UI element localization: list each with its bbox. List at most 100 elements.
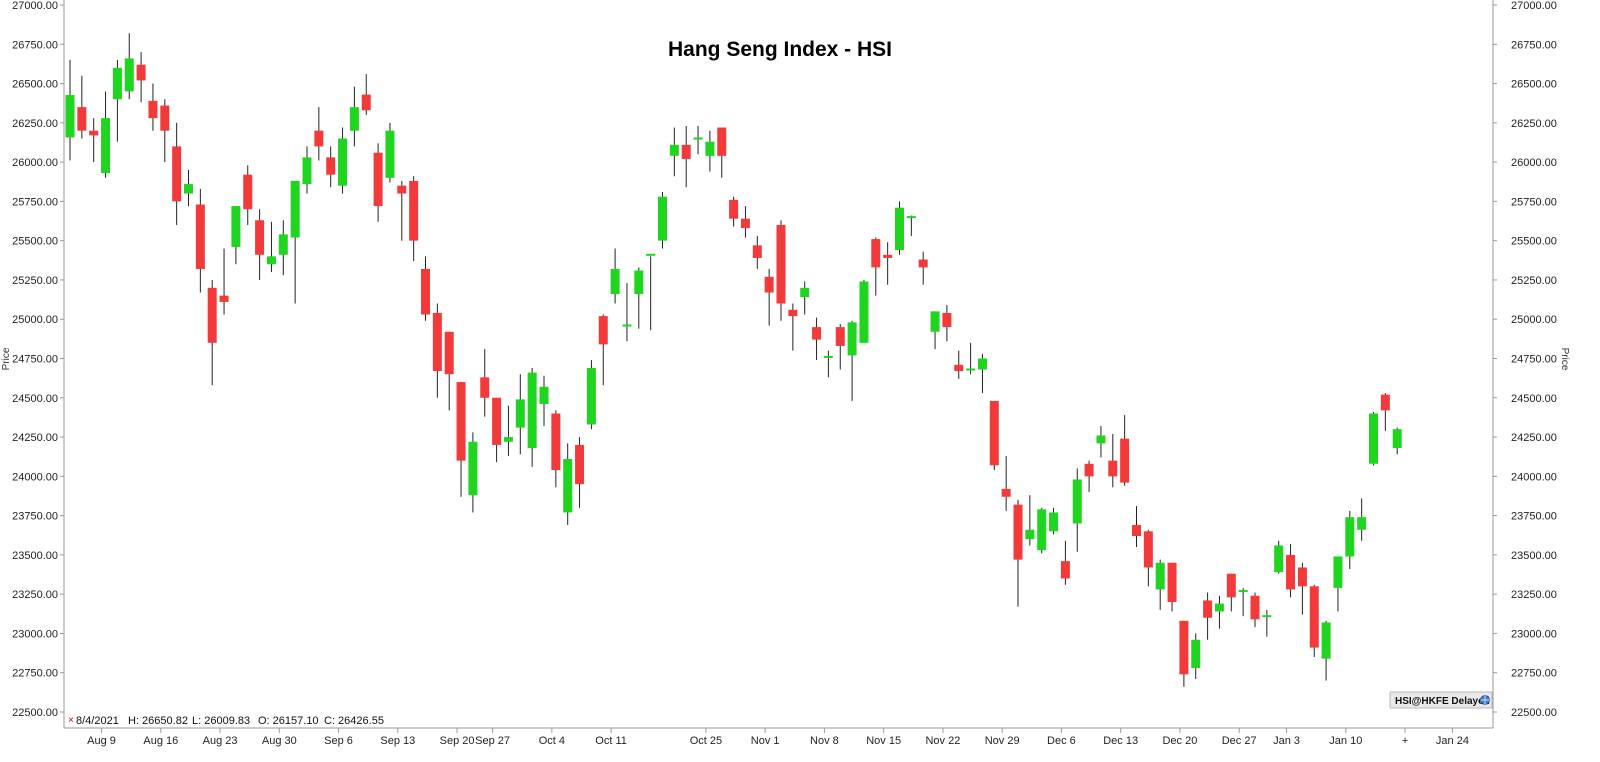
x-tick-label: Sep 13 xyxy=(380,735,415,747)
candle xyxy=(764,268,774,326)
candle xyxy=(101,91,111,178)
candle xyxy=(658,191,667,249)
candle xyxy=(812,317,822,361)
y-tick-label-left: 24000.00 xyxy=(12,471,58,483)
candle-body xyxy=(883,254,893,258)
candle-body xyxy=(1060,561,1070,579)
info-marker: × xyxy=(68,715,74,726)
candle-body xyxy=(361,94,371,111)
candle xyxy=(883,242,893,285)
candle xyxy=(1262,609,1272,637)
candle xyxy=(385,122,395,183)
candle-body xyxy=(764,276,774,293)
candle-body xyxy=(456,382,466,461)
candle xyxy=(1037,507,1047,554)
x-tick-label: Aug 30 xyxy=(262,735,297,747)
candle-body xyxy=(89,130,99,136)
candle xyxy=(1060,540,1070,585)
candle xyxy=(598,314,608,386)
y-tick-label-left: 26250.00 xyxy=(12,118,58,130)
candle-body xyxy=(812,327,822,340)
candle-body xyxy=(409,180,419,241)
candle-body xyxy=(1037,509,1047,551)
x-tick-label: Sep 27 xyxy=(475,735,510,747)
x-tick-label: + xyxy=(1402,735,1408,747)
candle-body xyxy=(1214,603,1224,612)
candle-body xyxy=(1357,517,1367,530)
candle-body xyxy=(669,144,679,156)
candle xyxy=(1025,495,1035,546)
candle xyxy=(966,342,976,375)
candle-body xyxy=(835,327,845,346)
y-tick-label-left: 25500.00 xyxy=(12,236,58,248)
candle-body xyxy=(823,355,833,358)
y-axis-title-left: Price xyxy=(1,347,12,370)
y-tick-label-right: 25750.00 xyxy=(1511,196,1557,208)
candle-body xyxy=(492,397,502,445)
candle-body xyxy=(788,309,798,317)
candle xyxy=(444,331,454,411)
candle-body xyxy=(906,216,916,219)
candle-body xyxy=(1191,639,1201,669)
candle-body xyxy=(160,105,170,131)
candle-body xyxy=(681,144,691,159)
y-tick-label-right: 24000.00 xyxy=(1511,471,1557,483)
candle-body xyxy=(527,372,537,449)
x-tick-label: Nov 8 xyxy=(810,735,839,747)
globe-icon-meridian xyxy=(1480,695,1490,705)
y-tick-label-left: 25250.00 xyxy=(12,275,58,287)
candle xyxy=(539,375,549,427)
candle xyxy=(1380,393,1390,431)
info-high: H: 26650.82 xyxy=(128,715,188,727)
candle xyxy=(1001,455,1011,511)
candle xyxy=(752,235,762,269)
candle-body xyxy=(136,64,146,81)
candle-body xyxy=(1013,504,1023,560)
candle xyxy=(1250,592,1260,628)
candle xyxy=(681,125,691,188)
candle-body xyxy=(966,368,976,371)
candle xyxy=(740,206,750,238)
y-tick-label-right: 25000.00 xyxy=(1511,314,1557,326)
info-open: O: 26157.10 xyxy=(258,715,319,727)
x-tick-label: Jan 3 xyxy=(1273,735,1300,747)
candle xyxy=(409,176,419,262)
candle xyxy=(515,374,525,455)
info-close: C: 26426.55 xyxy=(324,715,384,727)
x-tick-label: Jan 10 xyxy=(1329,735,1362,747)
candle xyxy=(314,107,324,161)
candle-body xyxy=(954,364,964,372)
y-tick-label-right: 24250.00 xyxy=(1511,432,1557,444)
candle xyxy=(527,367,537,467)
y-tick-label-right: 26750.00 xyxy=(1511,39,1557,51)
candle xyxy=(575,437,585,508)
candle xyxy=(1013,499,1023,607)
candle-body xyxy=(539,386,549,405)
candle-body xyxy=(847,322,857,356)
candle xyxy=(148,83,158,131)
candle xyxy=(65,59,75,161)
candle-body xyxy=(101,118,111,174)
candle-body xyxy=(622,324,632,327)
candle xyxy=(634,267,644,329)
candle-body xyxy=(468,441,478,496)
candle-body xyxy=(1345,517,1355,557)
candle xyxy=(1357,498,1367,541)
candle-body xyxy=(610,268,620,295)
candle xyxy=(1049,507,1059,535)
candle xyxy=(551,410,561,488)
candle xyxy=(1309,584,1319,658)
candle-body xyxy=(598,316,608,345)
candle xyxy=(1226,573,1236,612)
candle xyxy=(1155,559,1165,610)
candle-body xyxy=(1096,435,1106,444)
y-tick-label-right: 23250.00 xyxy=(1511,589,1557,601)
candle xyxy=(397,180,407,241)
candle xyxy=(729,196,739,227)
candle-body xyxy=(385,130,395,178)
delayed-badge-text: HSI@HKFE Delayed xyxy=(1395,696,1490,707)
candle xyxy=(503,405,513,456)
candle xyxy=(776,220,786,321)
candle-body xyxy=(338,138,348,186)
